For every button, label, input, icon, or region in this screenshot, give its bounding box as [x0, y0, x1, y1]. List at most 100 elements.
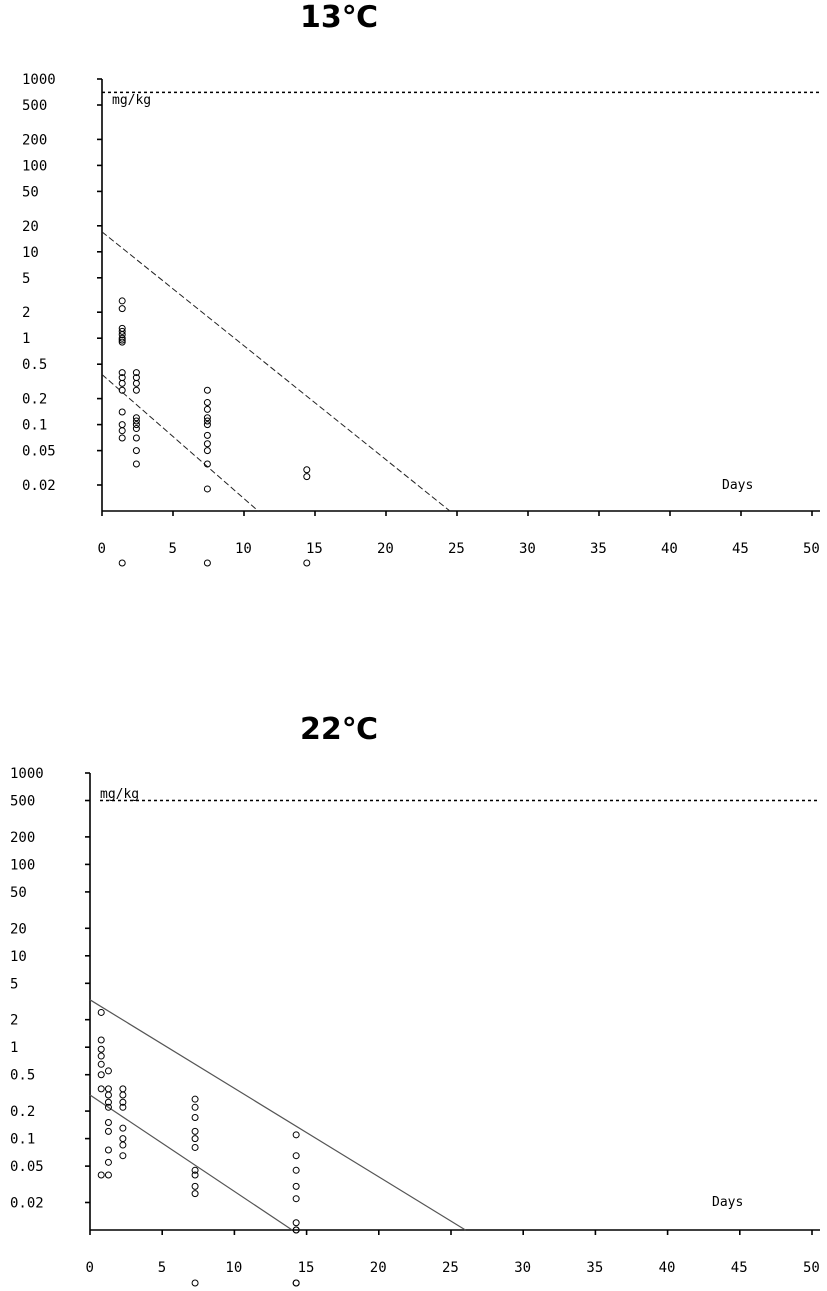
panel-13c-x-axis-label: Days [722, 478, 753, 493]
panel-22c-x-tick-label: 35 [586, 1260, 603, 1276]
panel-13c-data-point [303, 473, 311, 481]
panel-13c-data-point [118, 305, 126, 313]
panel-13c-below-axis-point [303, 559, 311, 567]
panel-22c-y-tick-label: 2 [10, 1013, 18, 1029]
panel-13c-data-point [132, 369, 140, 377]
panel-13c-data-point [118, 338, 126, 346]
chart-title-13c: 13℃ [300, 0, 379, 35]
panel-13c-data-point [132, 386, 140, 394]
panel-22c-x-tick-label: 25 [442, 1260, 459, 1276]
panel-22c-data-point [191, 1190, 199, 1198]
panel-22c-data-point [191, 1171, 199, 1179]
panel-22c-y-tick-label: 0.05 [10, 1159, 44, 1175]
panel-13c-data-point [132, 414, 140, 422]
panel-13c-regression-line-2 [101, 374, 259, 512]
panel-22c-y-tick-label: 0.02 [10, 1195, 44, 1211]
panel-13c-y-tick-label: 0.05 [22, 444, 56, 460]
panel-13c-data-point [118, 408, 126, 416]
panel-22c-y-tick-label: 50 [10, 885, 27, 901]
panel-22c-x-axis-label: Days [712, 1195, 743, 1210]
panel-13c-data-point [118, 336, 126, 344]
panel-22c-data-point [119, 1098, 127, 1106]
panel-22c-data-point [104, 1067, 112, 1075]
panel-13c-data-point [118, 327, 126, 335]
panel-22c-data-point [97, 1045, 105, 1053]
panel-13c-data-point [132, 421, 140, 429]
panel-22c-data-point [119, 1124, 127, 1132]
panel-22c-data-point [191, 1127, 199, 1135]
panel-13c-x-tick-label: 50 [803, 541, 820, 557]
panel-13c-y-tick-label: 500 [22, 98, 47, 114]
panel-13c-y-tick-label: 1 [22, 331, 30, 347]
panel-13c-below-axis-point [118, 559, 126, 567]
panel-22c-y-tick-label: 1 [10, 1040, 18, 1056]
panel-13c-x-tick-label: 5 [169, 541, 177, 557]
panel-22c-data-point [191, 1114, 199, 1122]
panel-22c-data-point [292, 1226, 300, 1234]
panel-22c-x-tick-label: 0 [86, 1260, 94, 1276]
panel-13c-y-tick-label: 10 [22, 245, 39, 261]
panel-13c-x-tick-label: 35 [590, 541, 607, 557]
panel-22c-x-tick-label: 50 [803, 1260, 820, 1276]
panel-13c-data-point [203, 447, 211, 455]
panel-22c-x-tick-label: 20 [370, 1260, 387, 1276]
panel-13c-data-point [118, 369, 126, 377]
panel-22c-data-point [191, 1143, 199, 1151]
panel-22c-y-tick-label: 5 [10, 976, 18, 992]
panel-13c-data-point [132, 434, 140, 442]
panel-13c-data-point [203, 399, 211, 407]
panel-22c-data-point [292, 1182, 300, 1190]
panel-22c-data-point [104, 1098, 112, 1106]
panel-13c-y-tick-label: 20 [22, 219, 39, 235]
panel-13c-y-tick-label: 2 [22, 305, 30, 321]
panel-22c-data-point [292, 1219, 300, 1227]
panel-13c-data-point [132, 417, 140, 425]
panel-22c-data-point [191, 1166, 199, 1174]
panel-13c-x-tick-label: 0 [98, 541, 106, 557]
panel-22c-data-point [104, 1091, 112, 1099]
panel-22c-data-point [119, 1085, 127, 1093]
panel-13c-y-tick-label: 0.1 [22, 418, 47, 434]
panel-22c-data-point [104, 1171, 112, 1179]
panel-22c-data-point [104, 1158, 112, 1166]
panel-13c-data-point [203, 386, 211, 394]
panel-22c-y-tick-label: 20 [10, 921, 27, 937]
panel-22c-data-point [191, 1103, 199, 1111]
panel-13c-data-point [203, 485, 211, 493]
panel-13c-data-point [118, 434, 126, 442]
panel-13c-data-point [132, 460, 140, 468]
panel-13c-data-point [132, 447, 140, 455]
panel-22c-y-tick-label: 1000 [10, 766, 44, 782]
panel-13c-x-tick-label: 15 [306, 541, 323, 557]
panel-22c-data-point [292, 1195, 300, 1203]
panel-22c-below-axis-point [191, 1279, 199, 1287]
panel-13c-x-tick-label: 25 [448, 541, 465, 557]
panel-22c-data-point [119, 1135, 127, 1143]
panel-22c-data-point [191, 1135, 199, 1143]
panel-13c-y-tick-label: 0.5 [22, 357, 47, 373]
panel-13c-x-tick-label: 10 [235, 541, 252, 557]
panel-22c-data-point [119, 1152, 127, 1160]
panel-13c-y-tick-label: 0.02 [22, 478, 56, 494]
panel-22c-data-point [97, 1036, 105, 1044]
panel-22c-y-tick-label: 100 [10, 857, 35, 873]
panel-22c-regression-line-2 [89, 1094, 293, 1231]
chart-title-22c: 22℃ [300, 712, 379, 747]
panel-22c-data-point [97, 1071, 105, 1079]
panel-22c-y-axis-label: mg/kg [100, 787, 139, 802]
panel-13c-data-point [118, 421, 126, 429]
panel-13c-x-tick-label: 30 [519, 541, 536, 557]
panel-13c-x-tick-label: 45 [732, 541, 749, 557]
panel-13c-y-axis-label: mg/kg [112, 93, 151, 108]
panel-13c-data-point [203, 421, 211, 429]
panel-22c-data-point [97, 1171, 105, 1179]
panel-22c-data-point [119, 1141, 127, 1149]
panel-22c-data-point [292, 1131, 300, 1139]
panel-22c-data-point [191, 1182, 199, 1190]
panel-22c-data-point [104, 1103, 112, 1111]
panel-13c-y-tick-label: 5 [22, 271, 30, 287]
panel-13c-x-tick-label: 40 [661, 541, 678, 557]
panel-13c-regression-line-1 [101, 231, 451, 512]
panel-22c-data-point [104, 1127, 112, 1135]
